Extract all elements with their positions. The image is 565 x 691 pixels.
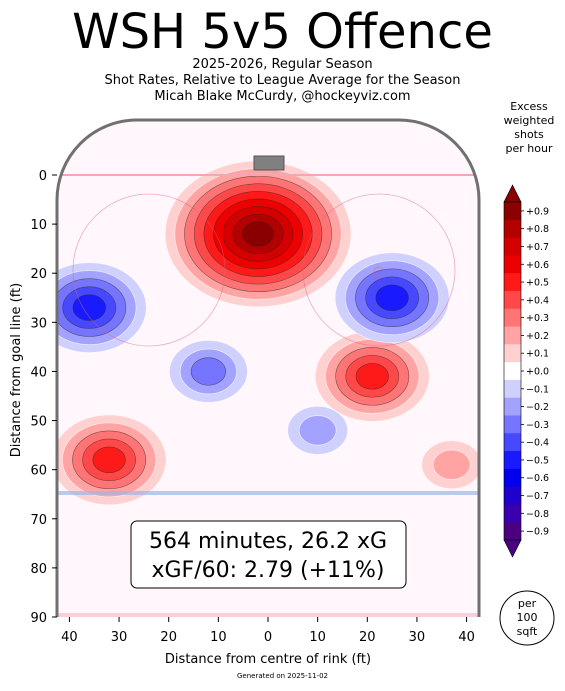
colorbar-swatch bbox=[504, 486, 521, 505]
colorbar-tick-label: +0.5 bbox=[526, 278, 549, 289]
colorbar-swatch bbox=[504, 468, 521, 488]
y-tick-label: 20 bbox=[30, 267, 47, 282]
y-axis-label: Distance from goal line (ft) bbox=[9, 283, 24, 457]
y-tick-label: 60 bbox=[30, 464, 47, 479]
colorbar-extend-top bbox=[503, 184, 522, 203]
colorbar-tick-label: −0.3 bbox=[526, 420, 549, 431]
colorbar-tick-label: +0.4 bbox=[526, 295, 549, 306]
goal-net bbox=[253, 155, 285, 171]
faceoff-dot-right bbox=[373, 266, 385, 278]
x-tick-label: 40 bbox=[458, 630, 475, 645]
colorbar-tick-label: −0.8 bbox=[526, 509, 549, 520]
colorbar-tick-label: +0.0 bbox=[526, 367, 549, 378]
x-axis-label: Distance from centre of rink (ft) bbox=[165, 652, 371, 667]
faceoff-circle-right bbox=[302, 193, 456, 347]
colorbar-swatch bbox=[504, 219, 521, 239]
colorbar-swatch bbox=[504, 237, 521, 256]
y-tick-label: 50 bbox=[30, 415, 47, 430]
colorbar-tick-label: +0.1 bbox=[526, 349, 549, 360]
colorbar-tick-label: −0.4 bbox=[526, 438, 549, 449]
colorbar-swatch bbox=[504, 504, 521, 523]
x-tick-label: 10 bbox=[309, 630, 326, 645]
colorbar-tick-label: +0.3 bbox=[526, 313, 549, 324]
colorbar-swatch bbox=[504, 290, 521, 310]
colorbar-swatch bbox=[504, 433, 521, 452]
colorbar-title-line: weighted bbox=[503, 114, 555, 127]
y-tick-label: 10 bbox=[30, 218, 47, 233]
y-tick-label: 90 bbox=[30, 611, 47, 626]
contour-pos-3-level-2 bbox=[432, 449, 471, 480]
colorbar-tick-label: +0.9 bbox=[526, 206, 549, 217]
colorbar-tick-label: +0.6 bbox=[526, 260, 549, 271]
colorbar-title-line: per hour bbox=[505, 142, 553, 155]
chart-title: WSH 5v5 Offence bbox=[72, 4, 493, 60]
colorbar-tick-label: +0.2 bbox=[526, 331, 549, 342]
x-tick-label: 10 bbox=[210, 630, 227, 645]
colorbar-swatch bbox=[504, 326, 521, 345]
colorbar-tick-label: −0.7 bbox=[526, 491, 549, 502]
colorbar-tick-label: −0.1 bbox=[526, 384, 549, 395]
stats-minutes-xg: 564 minutes, 26.2 xG bbox=[149, 529, 387, 554]
x-tick-label: 40 bbox=[61, 630, 78, 645]
stats-xgf60: xGF/60: 2.79 (+11%) bbox=[151, 558, 384, 583]
contour-neg-7-level-2 bbox=[298, 415, 337, 446]
y-axis: 0 10 20 30 40 50 60 70 80 90 bbox=[30, 169, 57, 626]
y-tick-label: 40 bbox=[30, 365, 47, 380]
scale-badge: per 100 sqft bbox=[499, 590, 555, 646]
subtitle-description: Shot Rates, Relative to League Average f… bbox=[104, 73, 461, 88]
subtitle-author: Micah Blake McCurdy, @hockeyviz.com bbox=[154, 89, 411, 104]
colorbar-swatch bbox=[504, 451, 521, 470]
contour-neg-4-level-5 bbox=[375, 284, 409, 311]
stats-box: 564 minutes, 26.2 xG xGF/60: 2.79 (+11%) bbox=[130, 520, 407, 589]
contour-neg-5-level-5 bbox=[72, 294, 106, 321]
colorbar-swatch bbox=[504, 344, 521, 363]
colorbar: +0.9 +0.8 +0.7 +0.6 +0.5 +0.4 +0.3 +0.2 +0.1 +0.0… bbox=[503, 184, 549, 558]
x-tick-label: 30 bbox=[409, 630, 426, 645]
colorbar-swatch bbox=[504, 273, 521, 292]
colorbar-title-line: shots bbox=[514, 128, 544, 141]
contour-pos-0-level-9 bbox=[242, 221, 274, 247]
colorbar-swatch bbox=[504, 379, 521, 399]
colorbar-extend-bottom bbox=[503, 539, 522, 558]
colorbar-tick-label: +0.7 bbox=[526, 242, 549, 253]
colorbar-tick-label: +0.8 bbox=[526, 224, 549, 235]
colorbar-tick-label: −0.9 bbox=[526, 527, 549, 538]
y-tick-label: 80 bbox=[30, 562, 47, 577]
colorbar-swatch bbox=[504, 362, 521, 381]
y-tick-label: 30 bbox=[30, 316, 47, 331]
scale-badge-circle bbox=[499, 590, 555, 646]
colorbar-tick-label: −0.5 bbox=[526, 455, 549, 466]
contour-neg-6-level-3 bbox=[190, 357, 227, 386]
colorbar-swatch bbox=[504, 415, 521, 434]
scale-badge-line: 100 bbox=[517, 611, 538, 624]
x-tick-label: 20 bbox=[359, 630, 376, 645]
colorbar-swatch bbox=[504, 202, 521, 221]
scale-badge-line: sqft bbox=[517, 625, 538, 638]
colorbar-tick-label: −0.2 bbox=[526, 402, 549, 413]
colorbar-title-line: Excess bbox=[510, 100, 548, 113]
colorbar-swatch bbox=[504, 308, 521, 328]
contour-pos-2-level-5 bbox=[92, 446, 126, 474]
y-tick-label: 70 bbox=[30, 513, 47, 528]
rink-boards bbox=[55, 118, 481, 617]
contour-layer bbox=[57, 160, 479, 506]
generated-date: Generated on 2025-11-02 bbox=[237, 672, 328, 680]
centre-line bbox=[57, 613, 479, 617]
colorbar-swatch bbox=[504, 522, 521, 541]
colorbar-swatch bbox=[504, 255, 521, 274]
contour-pos-1-level-5 bbox=[355, 363, 389, 390]
x-tick-label: 0 bbox=[264, 630, 272, 645]
colorbar-swatch bbox=[504, 397, 521, 416]
faceoff-circle-left bbox=[72, 193, 226, 347]
x-axis: 40 30 20 10 0 10 20 30 40 bbox=[61, 617, 475, 645]
x-tick-label: 20 bbox=[160, 630, 177, 645]
x-tick-label: 30 bbox=[111, 630, 128, 645]
stats-box-frame bbox=[130, 520, 407, 589]
y-tick-label: 0 bbox=[39, 169, 47, 184]
colorbar-tick-label: −0.6 bbox=[526, 473, 549, 484]
scale-badge-line: per bbox=[518, 597, 537, 610]
subtitle-season: 2025-2026, Regular Season bbox=[192, 57, 373, 72]
